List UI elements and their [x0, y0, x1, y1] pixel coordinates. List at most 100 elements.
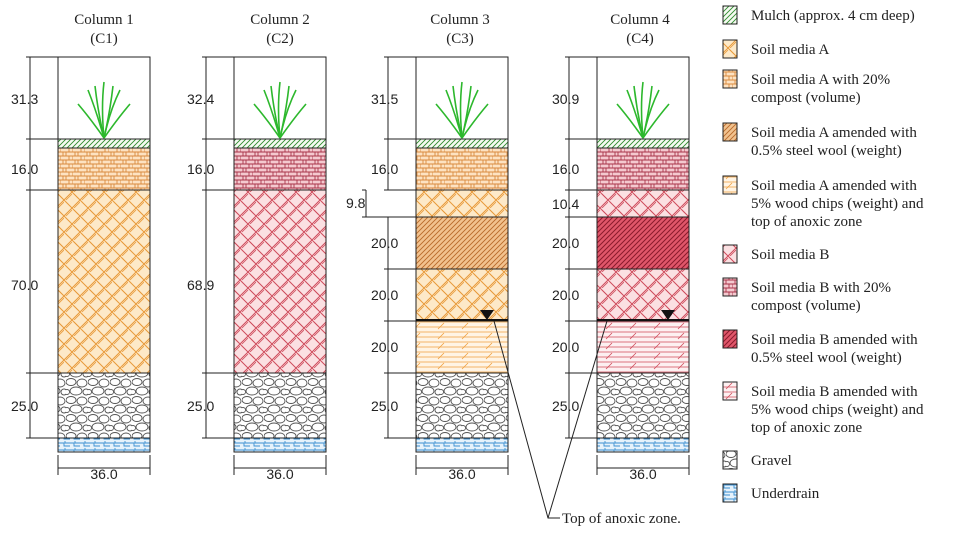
- column-2-height-media: 68.9: [187, 277, 214, 293]
- column-2-code: (C2): [266, 31, 294, 47]
- column-3-height-media-top: 9.8: [346, 195, 366, 211]
- soil-b-layer: [233, 189, 327, 374]
- legend-label: compost (volume): [751, 90, 861, 106]
- column-1-height-compost: 16.0: [11, 161, 38, 177]
- legend-label: Soil media B amended with: [751, 384, 918, 400]
- legend-item-soilBsteel: Soil media B amended with 0.5% steel wool…: [722, 329, 918, 366]
- legend-label: top of anoxic zone: [751, 214, 863, 230]
- soil-b-layer: [596, 189, 690, 218]
- column-3-height-media: 20.0: [371, 287, 398, 303]
- column-4-width: 36.0: [629, 466, 656, 482]
- legend-label: Soil media A amended with: [751, 178, 917, 194]
- legend-label: Mulch (approx. 4 cm deep): [751, 8, 915, 24]
- soil-b-compost-layer: [233, 147, 327, 191]
- soil-a-layer: [415, 189, 509, 218]
- legend-label: Soil media A amended with: [751, 125, 917, 141]
- soil-b-steel-wool-layer: [596, 216, 690, 270]
- legend: Mulch (approx. 4 cm deep) Soil media A Soi…: [722, 5, 924, 503]
- soil-a-layer: [415, 268, 509, 322]
- soil-a-wood-chips-layer: [415, 320, 509, 374]
- legend-swatch-drain: [722, 483, 738, 503]
- legend-label: Soil media A: [751, 42, 830, 58]
- soil-a-steel-wool-layer: [415, 216, 509, 270]
- plant-icon: [77, 81, 131, 139]
- legend-item-soilBcomp: Soil media B with 20% compost (volume): [722, 277, 891, 314]
- column-4-height-media: 20.0: [552, 287, 579, 303]
- column-2: 32.4 16.0 68.9 25.0 36.0: [187, 56, 327, 482]
- mulch-layer: [57, 138, 151, 149]
- column-1-headspace: [57, 56, 151, 140]
- column-4-height-steel-wool: 20.0: [552, 235, 579, 251]
- column-1-height-gravel: 25.0: [11, 398, 38, 414]
- column-4-title: Column 4: [610, 12, 670, 28]
- legend-label: compost (volume): [751, 298, 861, 314]
- mulch-layer: [596, 138, 690, 149]
- column-4-code: (C4): [626, 31, 654, 47]
- column-1: 31.3 16.0 70.0 25.0 36.0: [11, 56, 151, 482]
- legend-label: 5% wood chips (weight) and: [751, 196, 924, 212]
- plant-icon: [253, 81, 307, 139]
- column-3-height-compost: 16.0: [371, 161, 398, 177]
- legend-item-soilBwood: Soil media B amended with 5% wood chips (…: [722, 381, 924, 436]
- legend-item-soilAsteel: Soil media A amended with 0.5% steel wool…: [722, 122, 917, 159]
- column-4-height-compost: 16.0: [552, 161, 579, 177]
- soil-a-compost-layer: [57, 147, 151, 191]
- column-4-height-headspace: 30.9: [552, 91, 579, 107]
- column-2-title: Column 2: [250, 12, 310, 28]
- column-4-height-wood-chips: 20.0: [552, 339, 579, 355]
- legend-swatch-soilAcomp: [722, 69, 738, 89]
- mulch-layer: [233, 138, 327, 149]
- legend-label: 0.5% steel wool (weight): [751, 143, 902, 159]
- column-2-height-gravel: 25.0: [187, 398, 214, 414]
- column-4-height-gravel: 25.0: [552, 398, 579, 414]
- column-titles: Column 1 (C1) Column 2 (C2) Column 3 (C3…: [74, 12, 670, 47]
- mulch-layer: [415, 138, 509, 149]
- column-4: 30.9 16.0 10.4 20.0 20.0 20.0 25.0 36.0: [552, 56, 690, 482]
- legend-item-soilAwood: Soil media A amended with 5% wood chips (…: [722, 175, 924, 230]
- underdrain-layer: [596, 437, 690, 453]
- column-3: 31.5 16.0 9.8 20.0 20.0 20.0 25.0 36.0: [346, 56, 509, 482]
- column-4-height-media-top: 10.4: [552, 196, 579, 212]
- legend-label: Soil media B with 20%: [751, 280, 891, 296]
- legend-label: top of anoxic zone: [751, 420, 863, 436]
- legend-swatch-mulch: [722, 5, 738, 25]
- legend-label: 5% wood chips (weight) and: [751, 402, 924, 418]
- column-1-height-headspace: 31.3: [11, 91, 38, 107]
- anoxic-zone-callout: [493, 320, 608, 519]
- column-3-height-wood-chips: 20.0: [371, 339, 398, 355]
- column-3-height-headspace: 31.5: [371, 91, 398, 107]
- legend-swatch-gravel: [722, 450, 738, 470]
- legend-label: Soil media B: [751, 247, 829, 263]
- column-2-height-compost: 16.0: [187, 161, 214, 177]
- soil-b-wood-chips-layer: [596, 320, 690, 374]
- water-level-icon: [661, 310, 675, 320]
- legend-swatch-soilBwood: [722, 381, 738, 401]
- column-1-width: 36.0: [90, 466, 117, 482]
- legend-label: Underdrain: [751, 486, 820, 502]
- underdrain-layer: [57, 437, 151, 453]
- column-3-height-steel-wool: 20.0: [371, 235, 398, 251]
- legend-label: Soil media A with 20%: [751, 72, 890, 88]
- soil-a-compost-layer: [415, 147, 509, 191]
- column-1-code: (C1): [90, 31, 118, 47]
- legend-item-soilAcomp: Soil media A with 20% compost (volume): [722, 69, 890, 106]
- legend-swatch-soilBsteel: [722, 329, 738, 349]
- gravel-layer: [233, 372, 327, 439]
- column-1-title: Column 1: [74, 12, 134, 28]
- column-2-width: 36.0: [266, 466, 293, 482]
- column-2-dimension-lines: [202, 56, 327, 475]
- legend-label: Soil media B amended with: [751, 332, 918, 348]
- legend-swatch-soilA: [722, 39, 738, 59]
- legend-item-mulch: Mulch (approx. 4 cm deep): [722, 5, 915, 25]
- soil-b-compost-layer: [596, 147, 690, 191]
- soil-a-layer: [57, 189, 151, 374]
- gravel-layer: [415, 372, 509, 439]
- column-3-height-gravel: 25.0: [371, 398, 398, 414]
- legend-swatch-soilBcomp: [722, 277, 738, 297]
- column-4-dimension-lines: [565, 56, 690, 475]
- column-3-title: Column 3: [430, 12, 490, 28]
- plant-icon: [435, 81, 489, 139]
- water-level-icon: [480, 310, 494, 320]
